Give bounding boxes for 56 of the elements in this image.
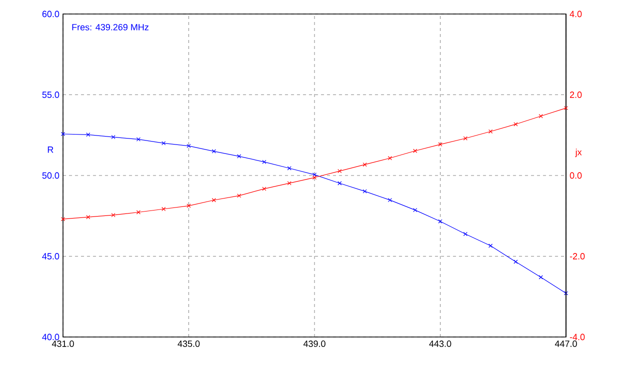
y2-tick-label: 2.0 (570, 92, 582, 98)
point (162, 206, 166, 212)
point (362, 162, 367, 167)
point (162, 141, 166, 146)
point (262, 160, 266, 164)
point (236, 194, 242, 198)
y2-tick-label: 4.0 (570, 10, 582, 18)
point (136, 137, 141, 142)
point (111, 134, 116, 140)
point (212, 149, 216, 154)
point (287, 166, 292, 170)
point (262, 186, 266, 191)
annotation: Fres: 439.269 MHz (72, 24, 148, 30)
point (186, 144, 191, 148)
point (538, 114, 543, 118)
y-tick-label: 60.0 (42, 10, 60, 18)
point (463, 232, 468, 236)
x-tick-label: 435.0 (178, 340, 200, 347)
point (338, 181, 342, 186)
point (111, 213, 116, 218)
point (136, 210, 141, 214)
y2-tick-label: -4.0 (570, 334, 585, 340)
point (463, 136, 468, 140)
point (312, 175, 317, 180)
y2-tick-label: 0.0 (570, 172, 582, 179)
x-tick-label: 431.0 (52, 340, 74, 347)
y-tick-label: 50.0 (42, 172, 60, 179)
point (413, 148, 418, 153)
y-tick-label: 40.0 (42, 334, 60, 340)
y-tick-label: 45.0 (42, 253, 60, 260)
point (338, 168, 342, 174)
point (514, 260, 518, 264)
point (514, 122, 518, 126)
point (362, 189, 367, 194)
x-tick-label: 443.0 (429, 340, 452, 347)
point (312, 172, 317, 177)
y-axis-title: R (48, 146, 54, 153)
x-tick-label: 447.0 (554, 340, 577, 347)
point (86, 132, 90, 137)
point (388, 156, 392, 160)
point (388, 198, 392, 202)
point (488, 244, 493, 248)
y2-axis-title: jx (575, 148, 582, 158)
point (212, 198, 216, 202)
y-tick-label: 55.0 (42, 92, 60, 98)
point (538, 275, 543, 280)
point (186, 204, 191, 208)
point (438, 142, 442, 146)
point (438, 219, 442, 224)
point (287, 181, 292, 186)
point (413, 208, 418, 212)
point (86, 215, 90, 220)
x-tick-label: 439.0 (303, 340, 326, 347)
point (236, 154, 242, 158)
point (488, 129, 493, 134)
y2-tick-label: -2.0 (570, 253, 585, 260)
